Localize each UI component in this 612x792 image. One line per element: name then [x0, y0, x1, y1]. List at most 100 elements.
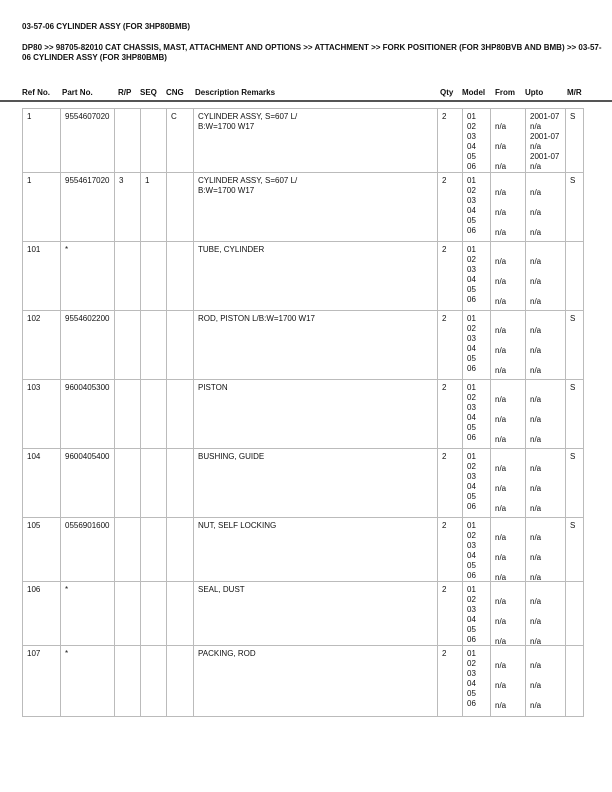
line-value — [530, 651, 562, 661]
description-cell: CYLINDER ASSY, S=607 L/ B:W=1700 W17 — [193, 172, 438, 242]
line-value: n/a — [495, 346, 507, 355]
line-value — [495, 494, 522, 504]
ref-cell: 102 — [22, 310, 61, 380]
line-value — [495, 132, 522, 142]
from-cell: n/a n/a n/a — [490, 448, 526, 518]
model-cell: 01 02 03 04 05 06 — [462, 379, 491, 449]
table-header: Ref No. Part No. R/P SEQ CNG Description… — [0, 88, 612, 100]
line-value: n/a — [530, 681, 542, 690]
line-value — [495, 454, 522, 464]
line-value — [530, 316, 562, 326]
line-value — [530, 607, 562, 617]
line-value: 06 — [467, 571, 476, 580]
line-value: 05 — [467, 423, 476, 432]
line-value — [495, 671, 522, 681]
line-value: 03 — [467, 265, 476, 274]
ref-cell: 105 — [22, 517, 61, 582]
line-value: n/a — [530, 701, 542, 710]
description-cell: BUSHING, GUIDE — [193, 448, 438, 518]
part-no-cell: 0556901600 — [60, 517, 115, 582]
line-value: 05 — [467, 216, 476, 225]
line-value — [495, 218, 522, 228]
ref-cell: 106 — [22, 581, 61, 646]
line-value: 06 — [467, 433, 476, 442]
seq-cell — [140, 581, 167, 646]
line-value: 06 — [467, 699, 476, 708]
table-row: 103 9600405300 PISTON 2 01 02 03 04 05 06 n/a n/a n/… — [22, 379, 584, 449]
line-value: 03 — [467, 472, 476, 481]
part-no-cell: 9554617020 — [60, 172, 115, 242]
cng-cell — [166, 581, 194, 646]
mr-cell — [565, 241, 584, 311]
model-cell: 01 02 03 04 05 06 — [462, 310, 491, 380]
model-cell: 01 02 03 04 05 06 — [462, 108, 491, 173]
line-value — [495, 691, 522, 701]
cng-cell — [166, 645, 194, 717]
upto-cell: n/a n/a n/a — [525, 645, 566, 717]
description-cell: PISTON — [193, 379, 438, 449]
from-cell: n/a n/a n/a — [490, 645, 526, 717]
line-value: 01 — [467, 649, 476, 658]
model-cell: 01 02 03 04 05 06 — [462, 448, 491, 518]
line-value — [530, 587, 562, 597]
line-value: n/a — [495, 366, 507, 375]
line-value: n/a — [530, 277, 542, 286]
qty-cell: 2 — [437, 581, 463, 646]
line-value — [530, 454, 562, 464]
line-value — [530, 543, 562, 553]
line-value: n/a — [495, 142, 507, 151]
page-title: 03-57-06 CYLINDER ASSY (FOR 3HP80BMB) — [22, 22, 191, 31]
model-cell: 01 02 03 04 05 06 — [462, 581, 491, 646]
seq-cell — [140, 448, 167, 518]
line-value: n/a — [530, 504, 542, 513]
from-cell: n/a n/a n/a — [490, 241, 526, 311]
line-value: n/a — [530, 346, 542, 355]
line-value — [495, 336, 522, 346]
line-value — [530, 385, 562, 395]
part-no-cell: * — [60, 241, 115, 311]
line-value: n/a — [495, 504, 507, 513]
line-value — [495, 563, 522, 573]
line-value: 06 — [467, 162, 476, 171]
line-value — [495, 607, 522, 617]
line-value: n/a — [530, 617, 542, 626]
table-row: 1 9554617020 3 1 CYLINDER ASSY, S=607 L/ B:W… — [22, 172, 584, 242]
col-ref: Ref No. — [22, 88, 50, 97]
line-value: n/a — [530, 162, 542, 171]
description-cell: NUT, SELF LOCKING — [193, 517, 438, 582]
rp-cell — [114, 241, 141, 311]
line-value — [495, 152, 522, 162]
line-value: 04 — [467, 413, 476, 422]
col-cng: CNG — [166, 88, 184, 97]
line-value: n/a — [530, 395, 542, 404]
line-value — [530, 198, 562, 208]
model-cell: 01 02 03 04 05 06 — [462, 517, 491, 582]
mr-cell: S — [565, 108, 584, 173]
line-value: n/a — [530, 573, 542, 582]
ref-cell: 101 — [22, 241, 61, 311]
description-cell: ROD, PISTON L/B:W=1700 W17 — [193, 310, 438, 380]
col-qty: Qty — [440, 88, 454, 97]
line-value — [495, 523, 522, 533]
line-value: 01 — [467, 383, 476, 392]
seq-cell — [140, 379, 167, 449]
qty-cell: 2 — [437, 108, 463, 173]
line-value: 04 — [467, 551, 476, 560]
rp-cell: 3 — [114, 172, 141, 242]
line-value: n/a — [530, 326, 542, 335]
cng-cell — [166, 379, 194, 449]
line-value: 06 — [467, 635, 476, 644]
line-value: n/a — [530, 415, 542, 424]
line-value: n/a — [530, 597, 542, 606]
line-value: n/a — [495, 277, 507, 286]
col-mr: M/R — [567, 88, 582, 97]
line-value: 01 — [467, 521, 476, 530]
line-value — [495, 425, 522, 435]
cng-cell — [166, 517, 194, 582]
line-value — [530, 563, 562, 573]
col-part: Part No. — [62, 88, 93, 97]
qty-cell: 2 — [437, 241, 463, 311]
line-value — [495, 627, 522, 637]
model-cell: 01 02 03 04 05 06 — [462, 241, 491, 311]
line-value — [530, 287, 562, 297]
